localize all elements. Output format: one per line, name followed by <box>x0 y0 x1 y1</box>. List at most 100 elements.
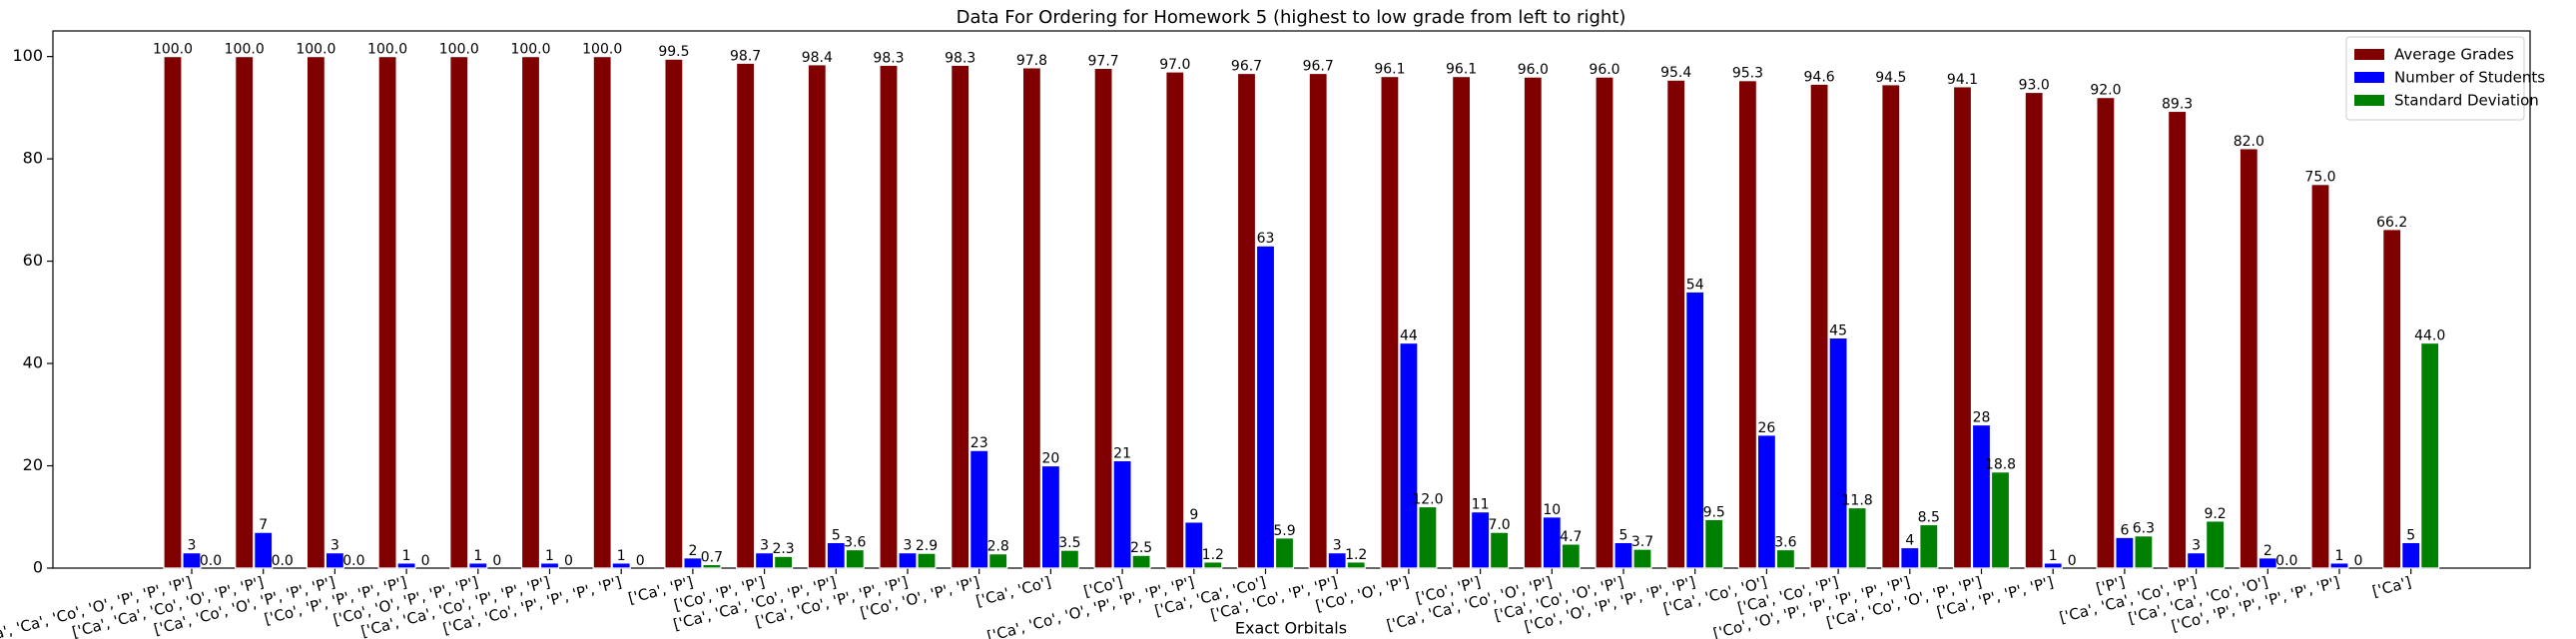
bar <box>254 531 274 569</box>
data-label: 11 <box>1472 497 1490 513</box>
data-label: 3 <box>904 538 913 554</box>
data-label: 4.7 <box>1560 529 1582 545</box>
data-label: 95.4 <box>1660 65 1691 81</box>
legend-swatch <box>2354 95 2384 106</box>
bar <box>1489 531 1510 569</box>
data-label: 3.6 <box>844 535 866 551</box>
bar <box>1561 543 1581 569</box>
data-label: 2.9 <box>916 538 938 554</box>
bar <box>1632 548 1652 569</box>
bar <box>1666 79 1686 569</box>
data-label: 98.7 <box>730 48 761 64</box>
bar <box>2134 535 2154 569</box>
data-label: 3.7 <box>1631 534 1653 550</box>
y-tick-label: 60 <box>23 251 43 270</box>
chart-title: Data For Ordering for Homework 5 (highes… <box>957 7 1626 28</box>
data-label: 97.0 <box>1159 57 1190 73</box>
data-label: 63 <box>1257 231 1275 247</box>
data-label: 26 <box>1757 420 1775 436</box>
bar <box>235 56 255 569</box>
bar <box>592 56 612 569</box>
bar <box>1346 561 1366 569</box>
data-label: 97.8 <box>1016 53 1047 69</box>
bar <box>324 552 344 569</box>
bar <box>1203 561 1223 569</box>
data-label: 1 <box>2049 548 2058 564</box>
data-label: 1 <box>617 548 626 564</box>
bar <box>1274 537 1295 569</box>
bar <box>1881 84 1901 569</box>
bar <box>1847 506 1867 569</box>
legend-swatch <box>2354 49 2384 60</box>
data-label: 94.1 <box>1947 72 1978 88</box>
bar <box>2257 557 2277 569</box>
bar <box>754 552 775 569</box>
bar <box>1523 76 1543 569</box>
bar <box>1451 76 1472 569</box>
data-label: 45 <box>1829 322 1847 338</box>
data-label: 98.3 <box>873 50 904 66</box>
data-label: 5 <box>832 527 841 543</box>
bar <box>306 56 325 569</box>
y-tick-label: 80 <box>23 149 43 168</box>
bar <box>845 548 865 569</box>
data-label: 0 <box>564 553 573 569</box>
data-label: 66.2 <box>2376 215 2407 231</box>
bar <box>1255 245 1276 569</box>
plot-frame <box>52 30 2531 569</box>
bar <box>2310 184 2330 569</box>
data-label: 3 <box>2192 538 2201 554</box>
data-label: 100.0 <box>439 42 479 58</box>
bar <box>2329 562 2349 569</box>
bar <box>377 56 397 569</box>
bar <box>449 56 469 569</box>
data-label: 93.0 <box>2019 77 2050 93</box>
bar <box>2239 148 2258 569</box>
y-tick-label: 20 <box>23 455 43 474</box>
bar <box>735 62 756 569</box>
x-axis-label: Exact Orbitals <box>1235 619 1347 638</box>
data-label: 1.2 <box>1345 547 1367 563</box>
bar <box>1399 341 1419 569</box>
data-label: 98.4 <box>802 50 833 66</box>
bar <box>1418 505 1438 569</box>
data-label: 3.6 <box>1774 535 1796 551</box>
bar <box>1380 76 1400 569</box>
bar <box>1919 523 1939 569</box>
bar <box>2168 110 2188 569</box>
data-label: 0.0 <box>272 553 294 569</box>
data-label: 100.0 <box>510 42 550 58</box>
data-label: 7 <box>259 517 268 533</box>
bar <box>182 552 202 569</box>
bar <box>1685 291 1705 569</box>
data-label: 9.5 <box>1703 504 1725 520</box>
bar <box>1059 549 1080 569</box>
bar <box>702 563 722 569</box>
data-label: 9 <box>1189 507 1198 523</box>
data-label: 0 <box>492 553 501 569</box>
data-label: 0.0 <box>342 553 364 569</box>
data-label: 0 <box>421 553 430 569</box>
data-label: 2.8 <box>987 539 1009 555</box>
data-label: 20 <box>1041 451 1059 467</box>
bar <box>163 56 183 569</box>
x-tick-label: ['Ca'] <box>2370 573 2413 601</box>
data-label: 5 <box>2406 527 2415 543</box>
data-label: 3 <box>760 538 769 554</box>
bar <box>1756 434 1777 569</box>
data-label: 96.0 <box>1589 62 1619 78</box>
data-label: 0 <box>636 553 645 569</box>
data-label: 99.5 <box>658 44 689 60</box>
data-label: 44.0 <box>2414 328 2445 344</box>
data-label: 11.8 <box>1842 493 1873 509</box>
bar <box>1112 459 1132 569</box>
data-label: 1 <box>402 548 411 564</box>
data-label: 96.1 <box>1446 62 1477 78</box>
data-label: 18.8 <box>1985 457 2016 473</box>
bar <box>988 553 1008 569</box>
data-label: 98.3 <box>945 50 975 66</box>
data-label: 96.7 <box>1303 59 1334 75</box>
bar <box>1900 546 1920 569</box>
data-label: 7.0 <box>1488 517 1510 533</box>
bar <box>1542 516 1562 569</box>
